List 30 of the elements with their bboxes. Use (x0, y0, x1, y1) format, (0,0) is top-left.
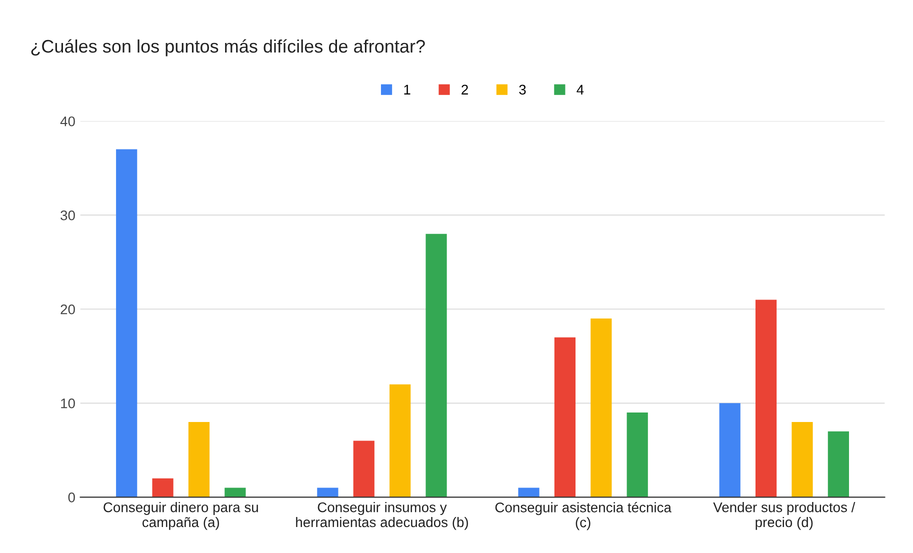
bar (590, 318, 612, 498)
y-tick-label: 0 (68, 492, 75, 502)
legend-label: 1 (404, 84, 410, 94)
bar (719, 403, 740, 498)
x-tick-label: Conseguir insumos y herramientas adecuados (b) (296, 502, 468, 530)
bar (792, 422, 813, 498)
bar (828, 431, 850, 498)
x-tick-label: Vender sus productos / precio (d) (713, 502, 856, 530)
y-tick-label: 20 (60, 304, 75, 314)
x-tick-label: Conseguir asistencia técnica (c) (495, 502, 672, 530)
bar (518, 488, 540, 498)
legend-label: 3 (519, 84, 526, 95)
legend-label: 2 (462, 84, 468, 94)
x-tick-label: Conseguir dinero para su campaña (a) (104, 502, 258, 530)
bar (554, 337, 576, 498)
bar (152, 478, 174, 498)
bar (390, 384, 411, 498)
y-tick-label: 30 (60, 210, 75, 220)
bar (426, 234, 447, 498)
bar (188, 422, 210, 498)
y-tick-label: 10 (61, 398, 75, 408)
y-tick-label: 40 (60, 116, 75, 126)
bar (756, 300, 777, 498)
bar (353, 440, 374, 498)
chart-title: ¿Cuáles son los puntos más difíciles de afrontar? (31, 39, 425, 56)
legend-label: 4 (576, 84, 584, 94)
bar (224, 488, 246, 498)
bar (626, 412, 648, 498)
bar (317, 488, 338, 498)
bar (116, 149, 138, 498)
